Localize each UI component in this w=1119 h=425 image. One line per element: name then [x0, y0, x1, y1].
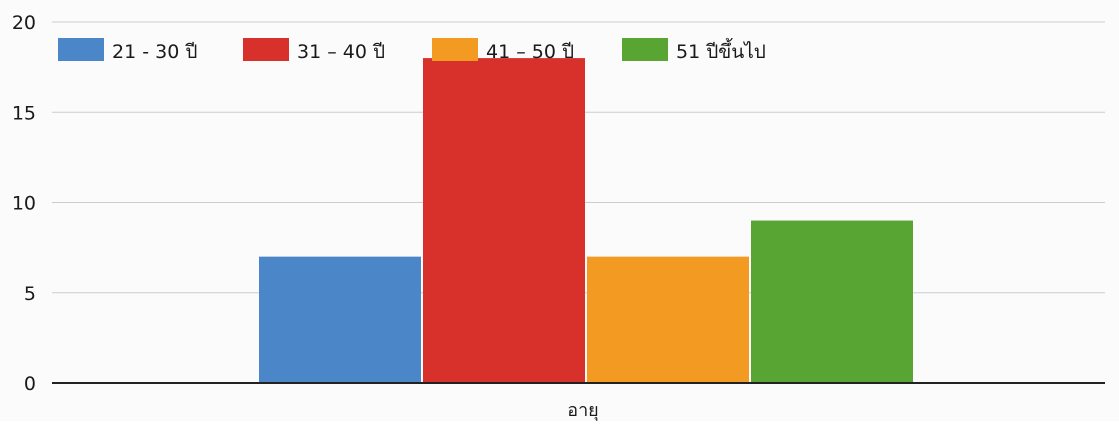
y-tick-labels: 0 5 10 15 20 — [12, 12, 36, 395]
legend-label: 21 - 30 ปี — [112, 41, 197, 63]
legend-label: 41 – 50 ปี — [486, 41, 574, 63]
legend-swatch — [58, 38, 104, 61]
legend-swatch — [432, 38, 478, 61]
bar-3 — [587, 256, 749, 383]
x-axis-label: อายุ — [567, 400, 598, 421]
bar-1 — [259, 256, 421, 383]
y-tick-label: 15 — [12, 102, 36, 124]
legend: 21 - 30 ปี 31 – 40 ปี 41 – 50 ปี 51 ปีขึ้นไ… — [58, 38, 766, 63]
bar-4 — [751, 220, 913, 383]
y-tick-label: 0 — [24, 373, 36, 395]
legend-label: 51 ปีขึ้นไป — [676, 38, 766, 63]
legend-label: 31 – 40 ปี — [297, 41, 385, 63]
y-tick-label: 20 — [12, 12, 36, 34]
y-tick-label: 5 — [24, 283, 36, 305]
bars — [259, 58, 913, 383]
y-tick-label: 10 — [12, 193, 36, 215]
legend-swatch — [622, 38, 668, 61]
legend-swatch — [243, 38, 289, 61]
bar-2 — [423, 58, 585, 383]
